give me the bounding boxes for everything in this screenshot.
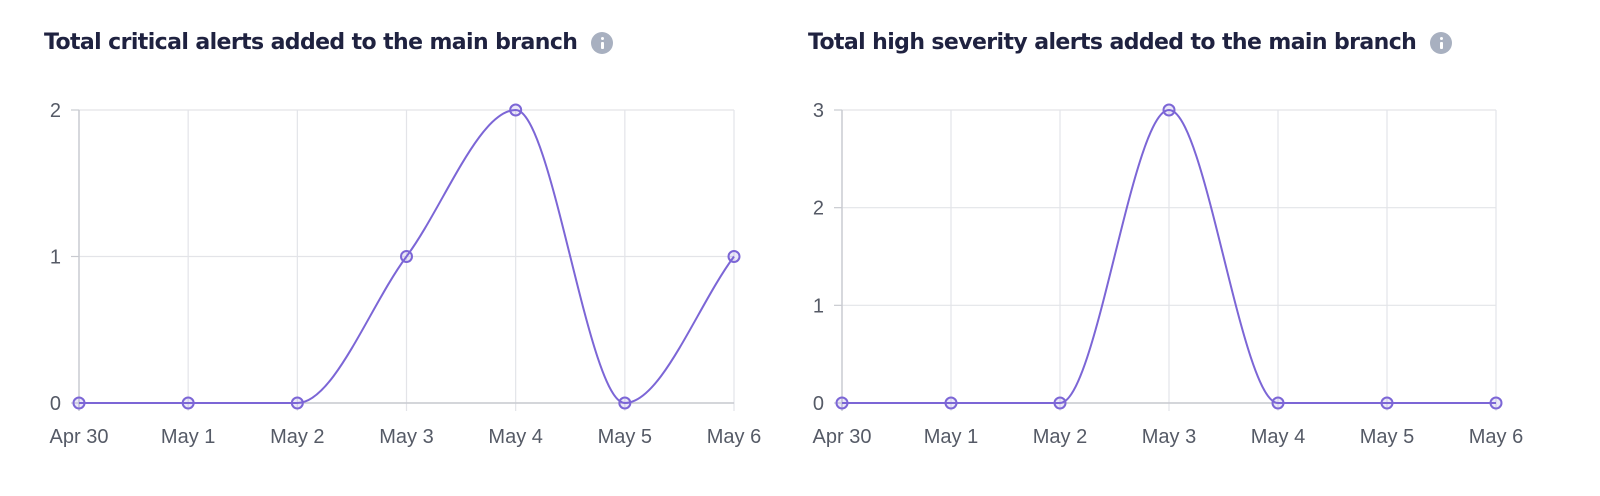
data-point[interactable]	[1380, 396, 1394, 410]
data-point[interactable]	[1053, 396, 1067, 410]
data-point[interactable]	[290, 396, 304, 410]
data-point[interactable]	[400, 250, 413, 263]
x-tick-label: May 1	[924, 426, 978, 448]
x-tick-label: Apr 30	[813, 426, 872, 448]
data-point[interactable]	[72, 396, 86, 410]
data-point[interactable]	[1271, 396, 1285, 410]
chart-title: Total high severity alerts added to the …	[808, 30, 1417, 55]
critical-alerts-panel: Total critical alerts added to the main …	[0, 0, 761, 496]
data-point[interactable]	[509, 103, 523, 117]
data-point[interactable]	[835, 396, 849, 410]
critical-alerts-chart: 0 1 2 Apr 30 May 1 May 2 May 3 May 4 May 5 May 6	[50, 100, 762, 448]
high-severity-alerts-title-row: Total high severity alerts added to the …	[808, 30, 1453, 55]
info-icon[interactable]	[591, 31, 614, 54]
data-point[interactable]	[1489, 396, 1503, 410]
x-tick-label: May 1	[161, 426, 215, 448]
x-tick-label: May 5	[1360, 426, 1414, 448]
data-point[interactable]	[727, 250, 741, 263]
x-tick-label: May 3	[379, 426, 433, 448]
high-severity-alerts-chart: 0 1 2 3 Apr 30 May 1 May 2 May 3 May 4 May 5 May 6	[813, 100, 1524, 448]
x-tick-label: May 6	[1469, 426, 1523, 448]
y-tick-label: 1	[813, 295, 824, 317]
info-icon[interactable]	[1430, 31, 1453, 54]
x-tick-label: May 4	[488, 426, 542, 448]
critical-alerts-title-row: Total critical alerts added to the main …	[44, 30, 614, 55]
chart-title: Total critical alerts added to the main …	[44, 30, 578, 55]
data-point[interactable]	[618, 396, 632, 410]
x-tick-label: May 3	[1142, 426, 1196, 448]
y-tick-label: 2	[50, 100, 61, 122]
y-tick-label: 1	[50, 247, 61, 269]
y-tick-label: 0	[50, 393, 61, 415]
x-tick-label: May 5	[598, 426, 652, 448]
y-tick-label: 3	[813, 100, 824, 122]
x-tick-label: May 2	[1033, 426, 1087, 448]
y-tick-label: 2	[813, 198, 824, 220]
data-point[interactable]	[1162, 103, 1176, 117]
data-point[interactable]	[181, 396, 195, 410]
x-tick-label: May 4	[1251, 426, 1305, 448]
data-point[interactable]	[944, 396, 958, 410]
grid	[841, 109, 1497, 411]
x-tick-label: May 6	[707, 426, 761, 448]
x-tick-label: May 2	[270, 426, 324, 448]
x-tick-label: Apr 30	[50, 426, 109, 448]
y-tick-label: 0	[813, 393, 824, 415]
high-severity-alerts-panel: Total high severity alerts added to the …	[780, 0, 1540, 496]
series-line	[79, 108, 735, 405]
series-line	[842, 108, 1496, 404]
